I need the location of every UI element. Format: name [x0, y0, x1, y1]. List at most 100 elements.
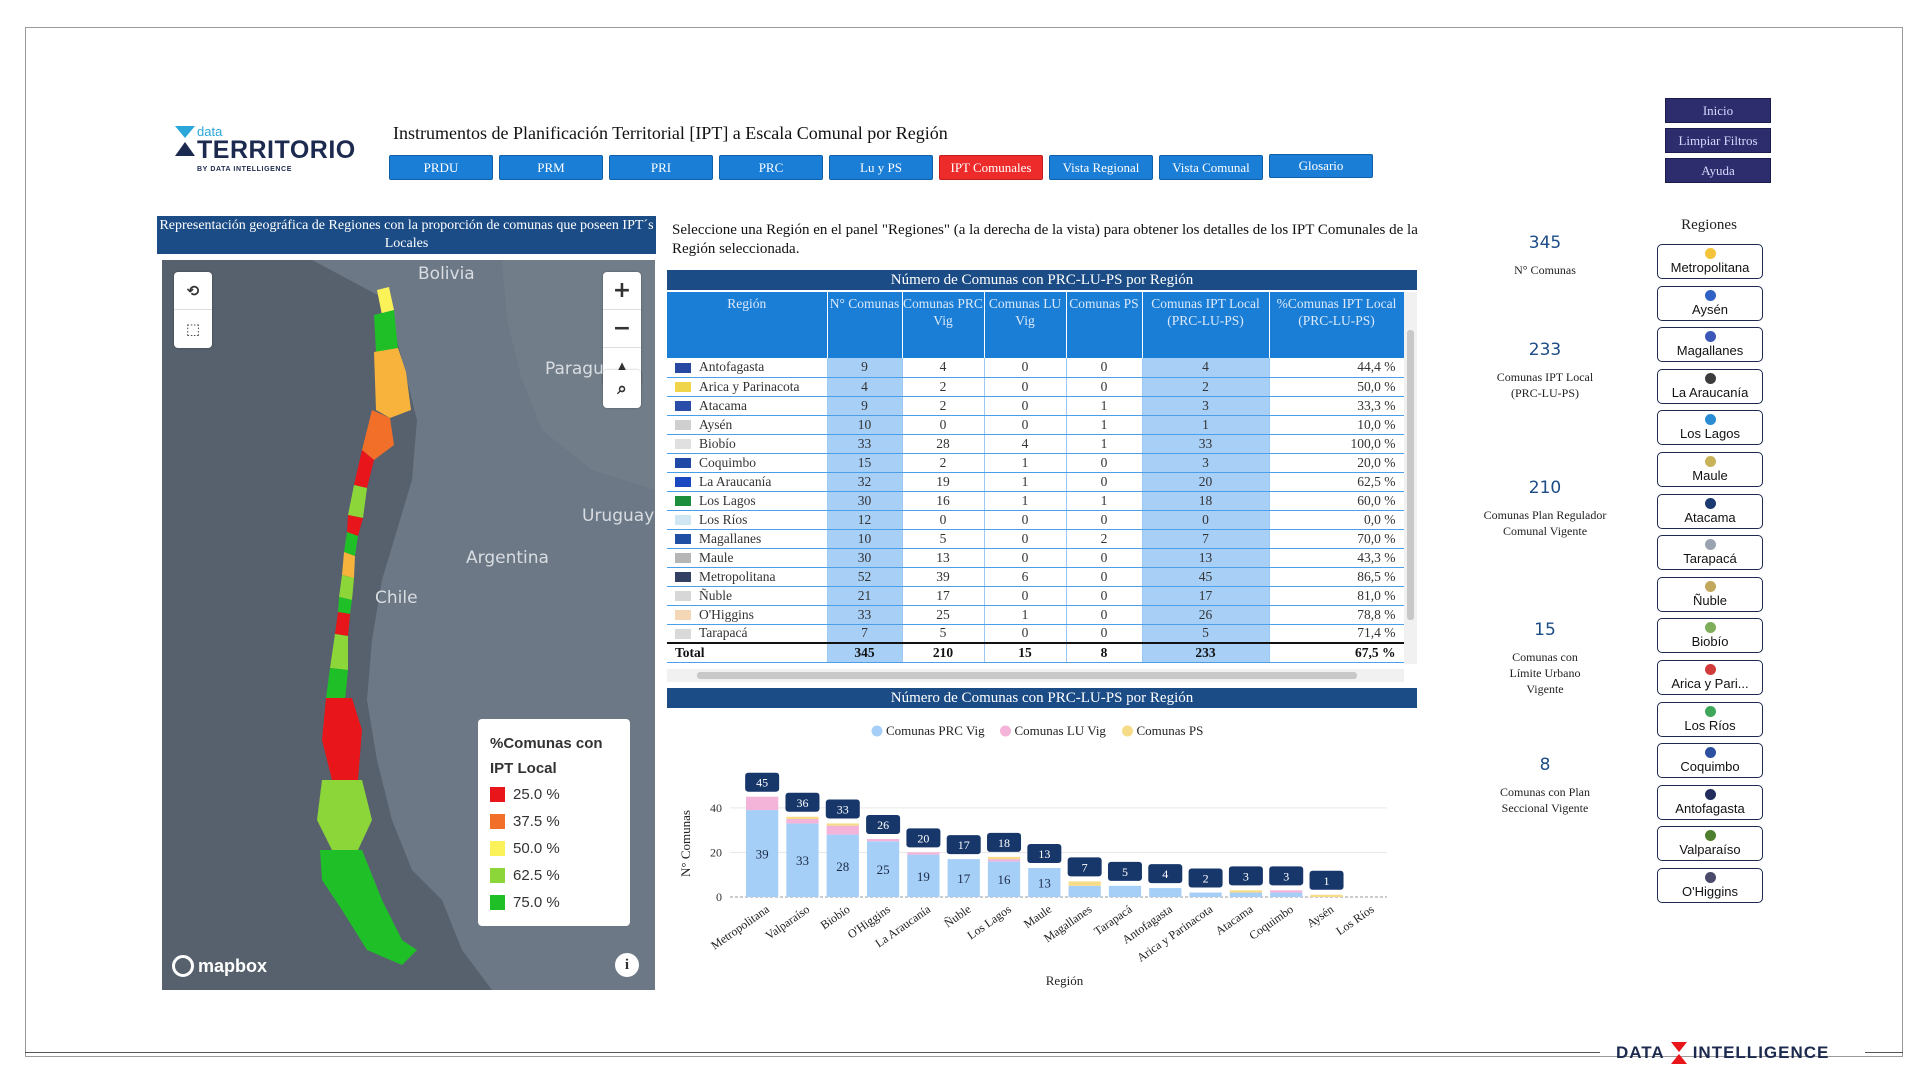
table-row[interactable]: Los Lagos 30 16 1 1 18 60,0 %	[667, 491, 1405, 511]
inicio-button[interactable]: Inicio	[1665, 98, 1771, 123]
bar-total-badge	[1269, 866, 1304, 886]
x-tick-label: Ñuble	[941, 902, 973, 930]
chart-legend-marker	[871, 725, 883, 737]
nav-prc[interactable]: PRC	[719, 155, 823, 180]
bar-segment	[1028, 868, 1061, 897]
bar-segment	[1229, 890, 1263, 893]
nav-ipt-comunales[interactable]: IPT Comunales	[939, 155, 1043, 180]
nav-glosario[interactable]: Glosario	[1269, 154, 1373, 178]
bar-segment	[786, 823, 819, 897]
table-row[interactable]: Tarapacá 7 5 0 0 5 71,4 %	[667, 624, 1405, 644]
scroll-thumb[interactable]	[697, 672, 1357, 679]
table-row[interactable]: Coquimbo 15 2 1 0 3 20,0 %	[667, 453, 1405, 473]
region-button[interactable]: La Araucanía	[1657, 368, 1763, 404]
map-search-control: ⌕	[603, 370, 641, 408]
limpiar-filtros-button[interactable]: Limpiar Filtros	[1665, 128, 1771, 153]
table-cell: 1	[1066, 491, 1143, 511]
region-button[interactable]: Valparaíso	[1657, 826, 1763, 862]
compass-icon[interactable]: ▲	[616, 358, 628, 376]
col-header-ps[interactable]: Comunas PS	[1066, 292, 1143, 358]
region-button[interactable]: Tarapacá	[1657, 535, 1763, 571]
region-button[interactable]: Aysén	[1657, 285, 1763, 321]
region-name: Biobío	[699, 435, 736, 451]
table-row[interactable]: Atacama 9 2 0 1 3 33,3 %	[667, 396, 1405, 416]
col-header-region[interactable]: Región	[667, 292, 828, 358]
bar-total-label: 7	[1082, 860, 1088, 874]
region-button[interactable]: Metropolitana	[1657, 244, 1763, 279]
ayuda-button[interactable]: Ayuda	[1665, 158, 1771, 183]
region-flag-icon	[675, 610, 691, 621]
nav-vista-regional[interactable]: Vista Regional	[1049, 155, 1153, 180]
zoom-out-icon[interactable]: −	[603, 310, 641, 348]
region-button-label: Atacama	[1684, 509, 1736, 525]
logo-byline: BY DATA INTELLIGENCE	[197, 166, 292, 173]
region-button[interactable]: Antofagasta	[1657, 784, 1763, 820]
region-button[interactable]: Ñuble	[1657, 576, 1763, 612]
table-row[interactable]: O'Higgins 33 25 1 0 26 78,8 %	[667, 605, 1405, 625]
table-cell: 16	[902, 491, 985, 511]
map-draw-controls: ⟲ ⬚	[174, 272, 212, 348]
bar-total-label: 2	[1203, 872, 1209, 886]
region-map[interactable]: Bolivia Paragu Uruguay Argentina Chile ⟲…	[162, 260, 655, 990]
table-cell: 6	[984, 567, 1067, 587]
zoom-in-icon[interactable]: +	[603, 272, 641, 310]
col-header-ipt-local[interactable]: Comunas IPT Local (PRC-LU-PS)	[1142, 292, 1270, 358]
region-button[interactable]: O'Higgins	[1657, 867, 1763, 903]
region-name: Los Lagos	[699, 492, 756, 508]
region-button[interactable]: Coquimbo	[1657, 743, 1763, 779]
bar-total-badge	[1228, 866, 1263, 886]
region-button[interactable]: Biobío	[1657, 618, 1763, 654]
table-row[interactable]: Arica y Parinacota 4 2 0 0 2 50,0 %	[667, 377, 1405, 397]
nav-lu-ps[interactable]: Lu y PS	[829, 155, 933, 180]
col-header-prc[interactable]: Comunas PRC Vig	[902, 292, 985, 358]
table-vertical-scrollbar[interactable]	[1404, 292, 1417, 664]
col-header-lu[interactable]: Comunas LU Vig	[984, 292, 1067, 358]
mapbox-logo[interactable]: mapbox	[172, 955, 267, 977]
table-horizontal-scrollbar[interactable]	[667, 669, 1404, 682]
region-button[interactable]: Atacama	[1657, 493, 1763, 529]
nav-prdu[interactable]: PRDU	[389, 155, 493, 180]
table-row[interactable]: Maule 30 13 0 0 13 43,3 %	[667, 548, 1405, 568]
bar-value-label: 25	[877, 862, 890, 877]
data-territorio-logo[interactable]: data TERRITORIO BY DATA INTELLIGENCE	[175, 122, 365, 178]
region-emblem-icon	[1704, 747, 1716, 759]
map-search-icon[interactable]: ⌕	[617, 379, 627, 399]
box-select-icon[interactable]: ⬚	[185, 320, 201, 338]
kpi-value: 233	[1528, 340, 1562, 360]
table-cell: 21	[827, 586, 903, 606]
nav-prm[interactable]: PRM	[499, 155, 603, 180]
instructions-text: Seleccione una Región en el panel "Regio…	[672, 222, 1418, 257]
nav-pri[interactable]: PRI	[609, 155, 713, 180]
lasso-select-icon[interactable]: ⟲	[174, 272, 212, 310]
region-table[interactable]: Región N° Comunas Comunas PRC Vig Comuna…	[667, 292, 1417, 684]
region-button-label: Tarapacá	[1683, 551, 1737, 567]
col-header-pct-ipt[interactable]: %Comunas IPT Local (PRC-LU-PS)	[1269, 292, 1405, 358]
region-cell: Biobío	[667, 434, 828, 454]
table-total-row[interactable]: Total 345 210 15 8 233 67,5 %	[667, 642, 1405, 663]
table-row[interactable]: La Araucanía 32 19 1 0 20 62,5 %	[667, 472, 1405, 492]
table-row[interactable]: Los Ríos 12 0 0 0 0 0,0 %	[667, 510, 1405, 530]
table-row[interactable]: Magallanes 10 5 0 2 7 70,0 %	[667, 529, 1405, 549]
region-button[interactable]: Arica y Pari...	[1657, 659, 1763, 695]
bar-total-label: 3	[1283, 869, 1289, 883]
stacked-bar-chart[interactable]: Comunas PRC Vig Comunas LU Vig Comunas PS 0…	[667, 712, 1417, 992]
region-button[interactable]: Los Lagos	[1657, 410, 1763, 446]
region-flag-icon	[675, 553, 691, 564]
table-row[interactable]: Antofagasta 9 4 0 0 4 44,4 %	[667, 358, 1405, 378]
bar-total-label: 45	[756, 776, 768, 790]
info-icon[interactable]: i	[615, 953, 639, 977]
table-row[interactable]: Metropolitana 52 39 6 0 45 86,5 %	[667, 567, 1405, 587]
table-row[interactable]: Ñuble 21 17 0 0 17 81,0 %	[667, 586, 1405, 606]
region-button[interactable]: Magallanes	[1657, 327, 1763, 363]
nav-vista-comunal[interactable]: Vista Comunal	[1159, 155, 1263, 180]
col-header-n-comunas[interactable]: N° Comunas	[827, 292, 903, 358]
table-row[interactable]: Biobío 33 28 4 1 33 100,0 %	[667, 434, 1405, 454]
scroll-thumb[interactable]	[1407, 330, 1414, 620]
table-row[interactable]: Aysén 10 0 0 1 1 10,0 %	[667, 415, 1405, 435]
region-emblem-icon	[1704, 830, 1716, 842]
region-button[interactable]: Maule	[1657, 451, 1763, 487]
table-cell: 10	[827, 529, 903, 549]
region-button[interactable]: Los Ríos	[1657, 701, 1763, 737]
table-cell: 2	[1066, 529, 1143, 549]
mapbox-attribution: mapbox	[198, 955, 268, 976]
